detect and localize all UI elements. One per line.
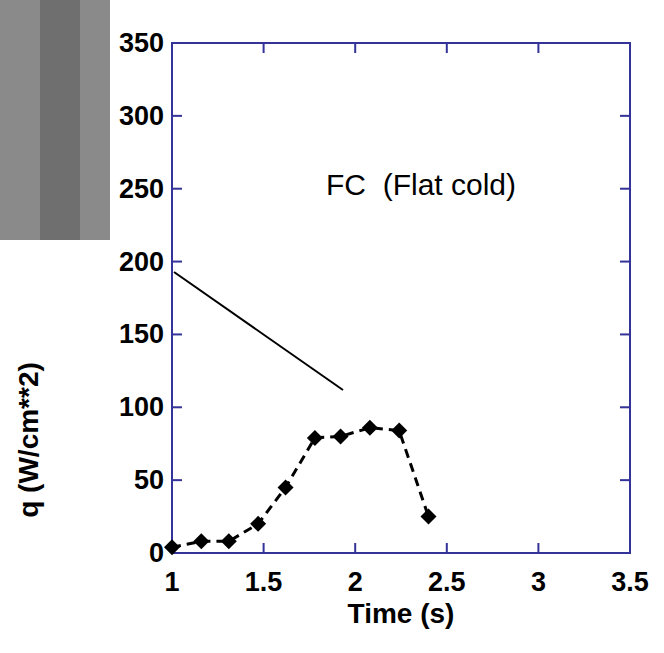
x-tick-label: 3 <box>531 567 546 597</box>
x-tick <box>629 43 631 53</box>
y-tick <box>172 406 182 408</box>
y-tick-label: 50 <box>134 465 164 495</box>
y-tick <box>620 479 630 481</box>
marker <box>391 423 407 439</box>
chart: 0 50 100 150 200 250 300 350 1 1.5 2 2.5 3 3.5 Time (s… <box>0 0 664 653</box>
y-tick <box>172 479 182 481</box>
y-tick-label: 250 <box>119 174 164 204</box>
x-tick-label: 1 <box>164 567 179 597</box>
marker <box>333 428 349 444</box>
marker <box>278 479 294 495</box>
marker <box>420 509 436 525</box>
x-tick <box>537 43 539 53</box>
x-tick-label: 1.5 <box>245 567 283 597</box>
marker <box>164 539 180 555</box>
y-tick <box>620 333 630 335</box>
x-tick <box>629 543 631 553</box>
x-tick <box>354 543 356 553</box>
marker <box>362 420 378 436</box>
series-line <box>172 428 428 547</box>
y-tick <box>620 552 630 554</box>
y-tick-label: 200 <box>119 247 164 277</box>
x-tick-label: 2.5 <box>428 567 466 597</box>
y-tick-label: 0 <box>149 538 164 568</box>
y-tick-label: 100 <box>119 392 164 422</box>
x-tick-label: 2 <box>348 567 363 597</box>
y-tick-label: 300 <box>119 101 164 131</box>
y-tick <box>620 261 630 263</box>
x-tick <box>263 543 265 553</box>
marker <box>193 533 209 549</box>
y-tick <box>620 188 630 190</box>
photo-band <box>40 0 80 240</box>
photo <box>0 0 110 240</box>
annotation: FC (Flat cold) <box>326 168 516 201</box>
y-tick <box>620 406 630 408</box>
y-tick <box>172 188 182 190</box>
pointer-line <box>174 272 343 390</box>
y-tick <box>172 261 182 263</box>
y-tick <box>172 42 182 44</box>
x-tick <box>354 43 356 53</box>
markers <box>164 420 436 555</box>
marker <box>221 533 237 549</box>
x-tick <box>446 43 448 53</box>
x-tick <box>171 43 173 53</box>
y-tick <box>620 115 630 117</box>
y-tick <box>620 42 630 44</box>
y-tick-label: 150 <box>119 319 164 349</box>
x-axis-title: Time (s) <box>348 598 455 629</box>
x-tick-label: 3.5 <box>611 567 649 597</box>
y-axis-title: q (W/cm**2) <box>13 362 44 518</box>
y-tick <box>172 333 182 335</box>
x-tick <box>537 543 539 553</box>
marker <box>307 430 323 446</box>
x-tick <box>446 543 448 553</box>
series-clip-group <box>172 428 428 547</box>
marker <box>250 516 266 532</box>
plot-frame <box>172 43 630 553</box>
x-tick <box>263 43 265 53</box>
y-tick-label: 350 <box>119 28 164 58</box>
y-tick <box>172 115 182 117</box>
